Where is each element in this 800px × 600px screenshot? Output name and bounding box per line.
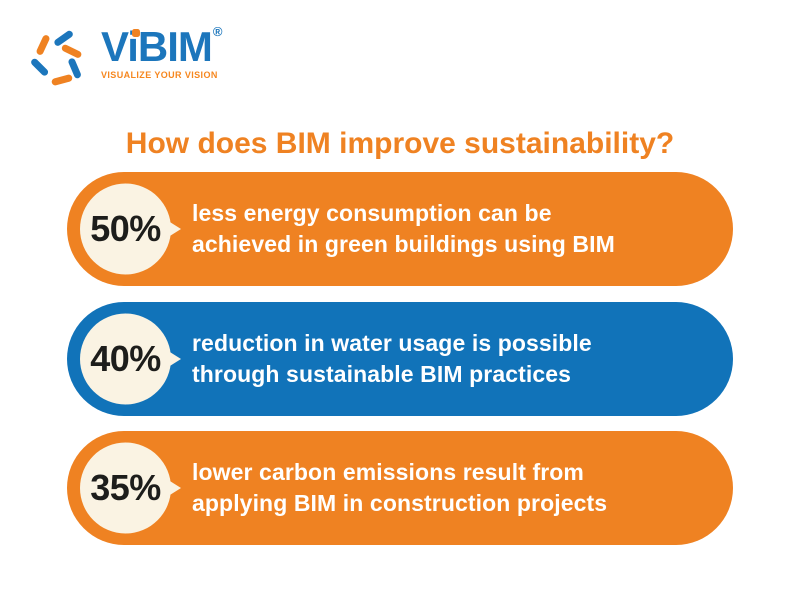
stat-text-line: less energy consumption can be	[192, 200, 552, 226]
percent-badge: 40%	[80, 312, 182, 406]
brand-name: ViBIM	[101, 23, 213, 70]
teardrop-shape	[80, 442, 181, 534]
percent-value: 50%	[90, 208, 161, 249]
teardrop-shape	[80, 313, 181, 405]
teardrop-shape	[80, 183, 181, 275]
stat-pill-energy: 50% less energy consumption can be achie…	[67, 172, 733, 286]
page-title: How does BIM improve sustainability?	[125, 127, 675, 161]
stat-text-line: through sustainable BIM practices	[192, 361, 572, 387]
brand-tagline: VISUALIZE YOUR VISION	[101, 70, 218, 80]
stat-text: less energy consumption can be achieved …	[192, 172, 712, 286]
percent-badge: 50%	[80, 182, 182, 276]
stat-text: reduction in water usage is possible thr…	[192, 302, 712, 416]
registered-mark: ®	[212, 24, 223, 39]
i-dot-accent	[132, 29, 140, 37]
logo-text-block: ViBIM® VISUALIZE YOUR VISION	[101, 23, 223, 81]
percent-value: 35%	[90, 467, 161, 508]
stat-text: lower carbon emissions result from apply…	[192, 431, 712, 545]
stat-pill-water: 40% reduction in water usage is possible…	[67, 302, 733, 416]
stat-pill-carbon: 35% lower carbon emissions result from a…	[67, 431, 733, 545]
stat-text-line: applying BIM in construction projects	[192, 490, 608, 516]
vibim-logo: ViBIM® VISUALIZE YOUR VISION	[29, 23, 223, 92]
percent-badge: 35%	[80, 441, 182, 535]
stat-text-line: achieved in green buildings using BIM	[192, 231, 615, 257]
vibim-logo-icon	[31, 30, 82, 86]
stat-text-line: lower carbon emissions result from	[192, 459, 584, 485]
percent-value: 40%	[90, 338, 161, 379]
stat-text-line: reduction in water usage is possible	[192, 330, 592, 356]
